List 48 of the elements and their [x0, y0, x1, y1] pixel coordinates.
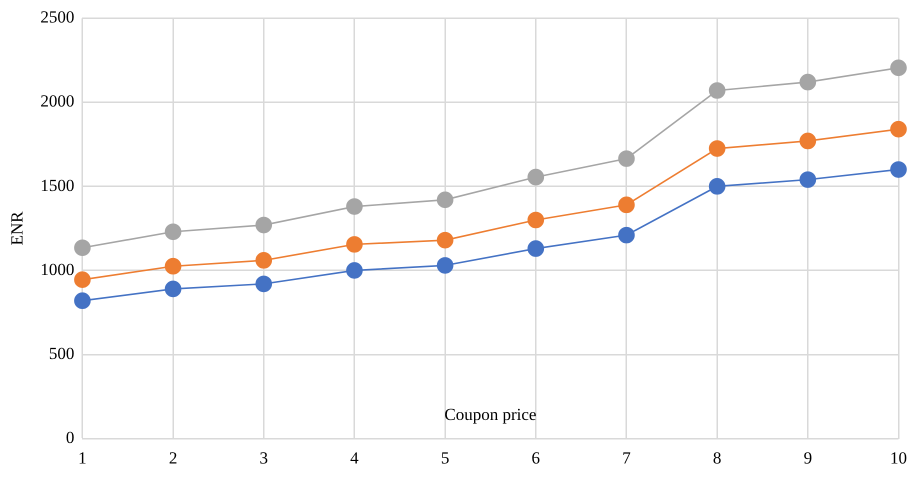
point	[255, 216, 272, 234]
y-tick-label: 2000	[40, 92, 74, 111]
point	[708, 82, 726, 99]
point	[618, 196, 635, 214]
point	[164, 280, 182, 298]
y-axis-title: ENR	[8, 210, 27, 246]
point	[800, 132, 816, 150]
point	[74, 271, 91, 288]
x-tick-label: 3	[260, 448, 268, 468]
point	[527, 168, 544, 186]
y-tick-label: 1500	[40, 176, 74, 195]
point	[436, 192, 454, 208]
point	[527, 212, 544, 228]
y-tick-label: 1000	[40, 260, 74, 279]
point	[164, 258, 182, 275]
x-tick-label: 5	[440, 448, 450, 468]
point	[618, 226, 635, 244]
x-tick-label: 10	[890, 448, 907, 468]
x-tick-label: 8	[712, 448, 722, 468]
x-tick-label: 7	[622, 448, 632, 468]
point	[436, 257, 454, 274]
y-tick-label: 500	[48, 344, 74, 363]
point	[527, 240, 544, 257]
point	[346, 198, 363, 215]
point	[800, 171, 816, 188]
point	[890, 120, 907, 138]
point	[890, 60, 907, 76]
point	[74, 292, 91, 310]
point	[708, 140, 726, 157]
x-tick-label: 2	[168, 448, 178, 468]
x-axis-title: Coupon price	[444, 405, 536, 424]
y-tick-label: 0	[66, 428, 74, 448]
x-tick-label: 4	[350, 448, 360, 468]
y-tick-label: 2500	[40, 8, 74, 27]
point	[255, 276, 272, 292]
point	[890, 161, 907, 178]
point	[74, 239, 91, 256]
point	[800, 74, 816, 90]
point	[436, 232, 454, 248]
x-tick-label: 6	[532, 448, 540, 468]
point	[164, 223, 182, 240]
x-tick-label: 1	[78, 448, 87, 468]
point	[618, 150, 635, 167]
x-tick-label: 9	[804, 448, 812, 468]
point	[346, 236, 363, 253]
point	[708, 178, 726, 195]
point	[346, 262, 363, 279]
point	[255, 252, 272, 269]
